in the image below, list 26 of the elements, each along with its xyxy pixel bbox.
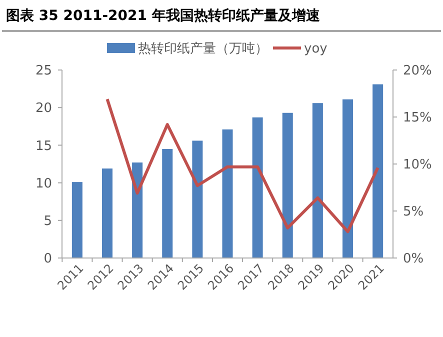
y-tick-label: 25: [35, 64, 52, 79]
bar: [312, 103, 323, 258]
bar: [372, 84, 384, 258]
legend-label: yoy: [304, 42, 328, 57]
bar: [72, 182, 82, 258]
y-tick-label: 10: [35, 176, 52, 192]
legend-label: 热转印纸产量（万吨）: [138, 42, 268, 57]
bar: [252, 117, 263, 258]
y2-tick-label: 20%: [403, 64, 432, 79]
bar: [132, 162, 143, 258]
y2-tick-label: 5%: [403, 204, 424, 220]
bar: [162, 148, 173, 258]
y2-tick-label: 0%: [403, 252, 424, 267]
y-tick-label: 5: [44, 214, 52, 229]
y-tick-label: 15: [35, 138, 52, 154]
y2-tick-label: 15%: [403, 110, 432, 126]
y-tick-label: 0: [44, 252, 52, 267]
bar: [282, 112, 293, 258]
chart-title: 图表 35 2011-2021 年我国热转印纸产量及增速: [6, 7, 321, 24]
bar: [192, 140, 203, 258]
y-tick-label: 20: [35, 101, 52, 116]
bar: [342, 99, 354, 258]
y2-tick-label: 10%: [403, 158, 432, 173]
bar: [222, 129, 233, 258]
bar: [102, 168, 113, 258]
line-series: [106, 98, 380, 234]
